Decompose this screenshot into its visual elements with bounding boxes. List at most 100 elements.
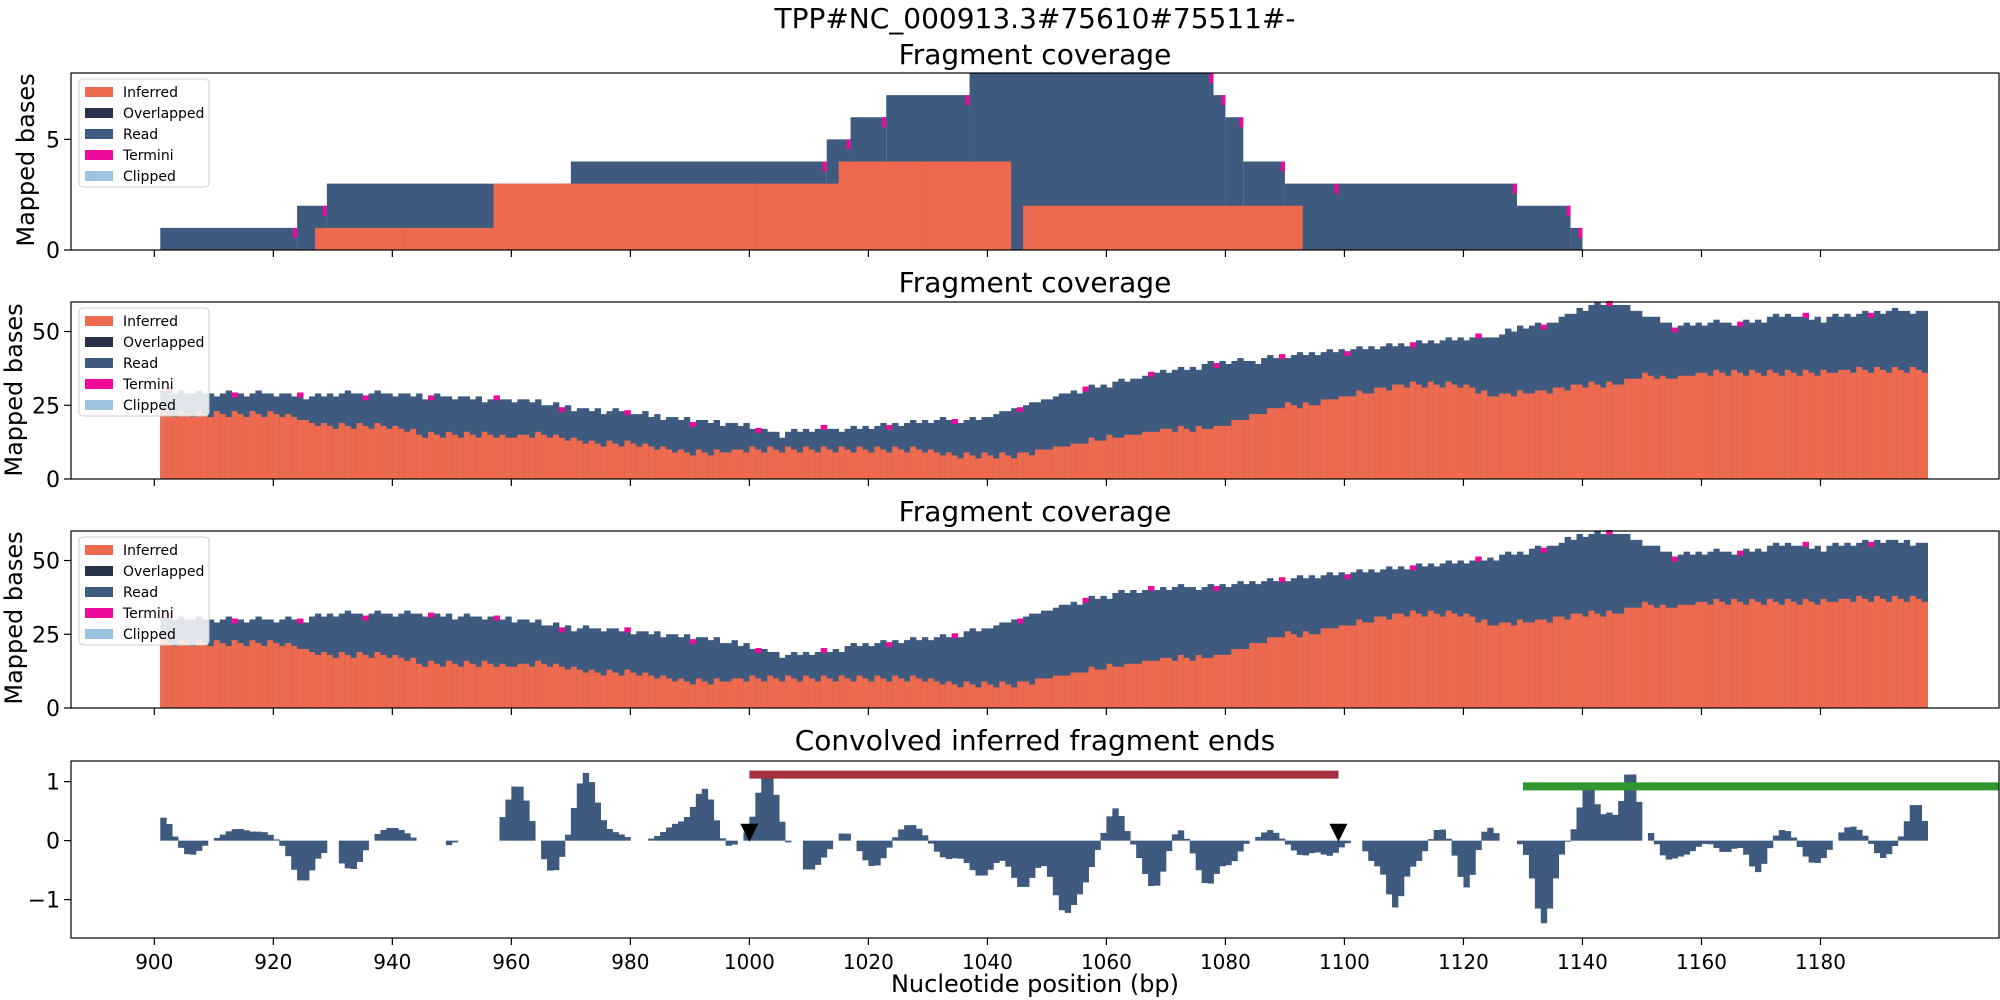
inferred-bar xyxy=(1546,622,1554,708)
inferred-bar xyxy=(648,446,655,479)
inferred-bar xyxy=(463,660,471,708)
inferred-bar xyxy=(404,227,494,250)
fragment-end-bar xyxy=(273,839,280,841)
inferred-bar xyxy=(1838,369,1845,479)
inferred-bar xyxy=(880,678,887,708)
inferred-bar xyxy=(433,434,441,479)
inferred-bar xyxy=(201,414,209,479)
inferred-bar xyxy=(344,654,352,708)
inferred-bar xyxy=(1475,622,1482,708)
termini-mark xyxy=(951,419,959,424)
legend-label: Inferred xyxy=(123,314,178,330)
x-axis-label: Nucleotide position (bp) xyxy=(891,970,1179,998)
inferred-bar xyxy=(927,678,935,708)
inferred-bar xyxy=(1885,601,1893,708)
read-bar xyxy=(910,637,917,708)
inferred-bar xyxy=(1159,428,1167,479)
termini-mark xyxy=(755,648,762,653)
fragment-end-bar xyxy=(1433,830,1441,841)
axes-frame xyxy=(70,72,2000,251)
fragment-end-bar xyxy=(1290,840,1298,851)
inferred-bar xyxy=(910,675,917,708)
read-bar xyxy=(689,422,697,479)
inferred-bar xyxy=(1713,598,1720,708)
inferred-bar xyxy=(1284,205,1303,250)
legend-label: Clipped xyxy=(123,627,176,643)
inferred-bar xyxy=(249,411,256,479)
inferred-bar xyxy=(600,446,607,479)
y-tick-label: 25 xyxy=(32,394,60,419)
inferred-bar xyxy=(1392,613,1399,708)
inferred-bar xyxy=(606,669,613,708)
inferred-bar xyxy=(1487,625,1494,708)
inferred-bar xyxy=(773,678,780,708)
inferred-bar xyxy=(1719,601,1726,708)
fragment-end-bar xyxy=(1814,840,1821,864)
inferred-bar xyxy=(630,672,637,708)
fragment-end-bar xyxy=(707,799,715,841)
x-tick-label: 1140 xyxy=(1557,950,1608,974)
inferred-bar xyxy=(1278,637,1286,708)
inferred-bar xyxy=(558,437,566,479)
read-bar xyxy=(951,634,959,708)
inferred-bar xyxy=(1165,657,1173,708)
inferred-bar xyxy=(1505,622,1512,708)
termini-mark xyxy=(428,395,435,401)
fragment-end-bar xyxy=(1189,840,1197,854)
down-triangle-marker xyxy=(1329,823,1348,842)
inferred-bar xyxy=(243,417,250,479)
legend-swatch xyxy=(85,379,113,389)
inferred-bar xyxy=(1100,440,1107,479)
inferred-bar xyxy=(1820,598,1827,708)
inferred-bar xyxy=(255,643,262,708)
inferred-bar xyxy=(1094,669,1101,708)
legend-label: Termini xyxy=(122,148,174,164)
inferred-bar xyxy=(939,455,947,479)
fragment-end-bar xyxy=(731,840,738,845)
fragment-end-bar xyxy=(767,773,774,841)
inferred-bar xyxy=(285,643,292,708)
inferred-bar xyxy=(838,675,845,708)
inferred-bar xyxy=(1558,616,1566,708)
fragment-end-bar xyxy=(969,840,976,871)
read-bar xyxy=(677,637,685,708)
fragment-end-bar xyxy=(1017,840,1024,887)
fragment-end-bar xyxy=(701,788,709,841)
inferred-bar xyxy=(445,660,453,708)
fragment-end-bar xyxy=(404,833,411,841)
inferred-bar xyxy=(1790,601,1798,708)
termini-mark xyxy=(1737,321,1744,327)
inferred-bar xyxy=(1796,604,1804,708)
inferred-bar xyxy=(1225,425,1232,479)
inferred-bar xyxy=(1832,372,1839,479)
inferred-bar xyxy=(1142,660,1149,708)
inferred-bar xyxy=(1195,654,1203,708)
inferred-bar xyxy=(1011,458,1018,479)
read-bar xyxy=(1201,587,1208,708)
inferred-bar xyxy=(1671,607,1679,708)
x-tick-label: 1020 xyxy=(843,950,894,974)
inferred-bar xyxy=(1653,378,1661,479)
fragment-end-bar xyxy=(648,838,655,841)
x-tick-label: 1060 xyxy=(1081,950,1132,974)
inferred-bar xyxy=(737,678,744,708)
inferred-bar xyxy=(844,449,851,479)
legend-swatch xyxy=(85,337,113,347)
inferred-bar xyxy=(553,434,560,479)
read-bar xyxy=(1100,384,1107,479)
inferred-bar xyxy=(1505,393,1512,479)
inferred-bar xyxy=(1338,625,1345,708)
fragment-ends-panel: Convolved inferred fragment ends Nucleot… xyxy=(28,724,2000,998)
fragment-end-bar xyxy=(267,834,274,841)
inferred-bar xyxy=(529,666,536,708)
fragment-end-bar xyxy=(1808,840,1815,863)
inferred-bar xyxy=(1255,643,1262,708)
fragment-end-bar xyxy=(190,840,197,855)
read-bar xyxy=(487,616,494,708)
inferred-bar xyxy=(1624,607,1631,708)
inferred-bar xyxy=(963,681,970,708)
panel-2-ylabel: Mapped bases xyxy=(0,303,28,476)
fragment-end-bar xyxy=(1915,805,1923,841)
inferred-bar xyxy=(1909,595,1917,708)
read-bar xyxy=(1225,587,1232,708)
